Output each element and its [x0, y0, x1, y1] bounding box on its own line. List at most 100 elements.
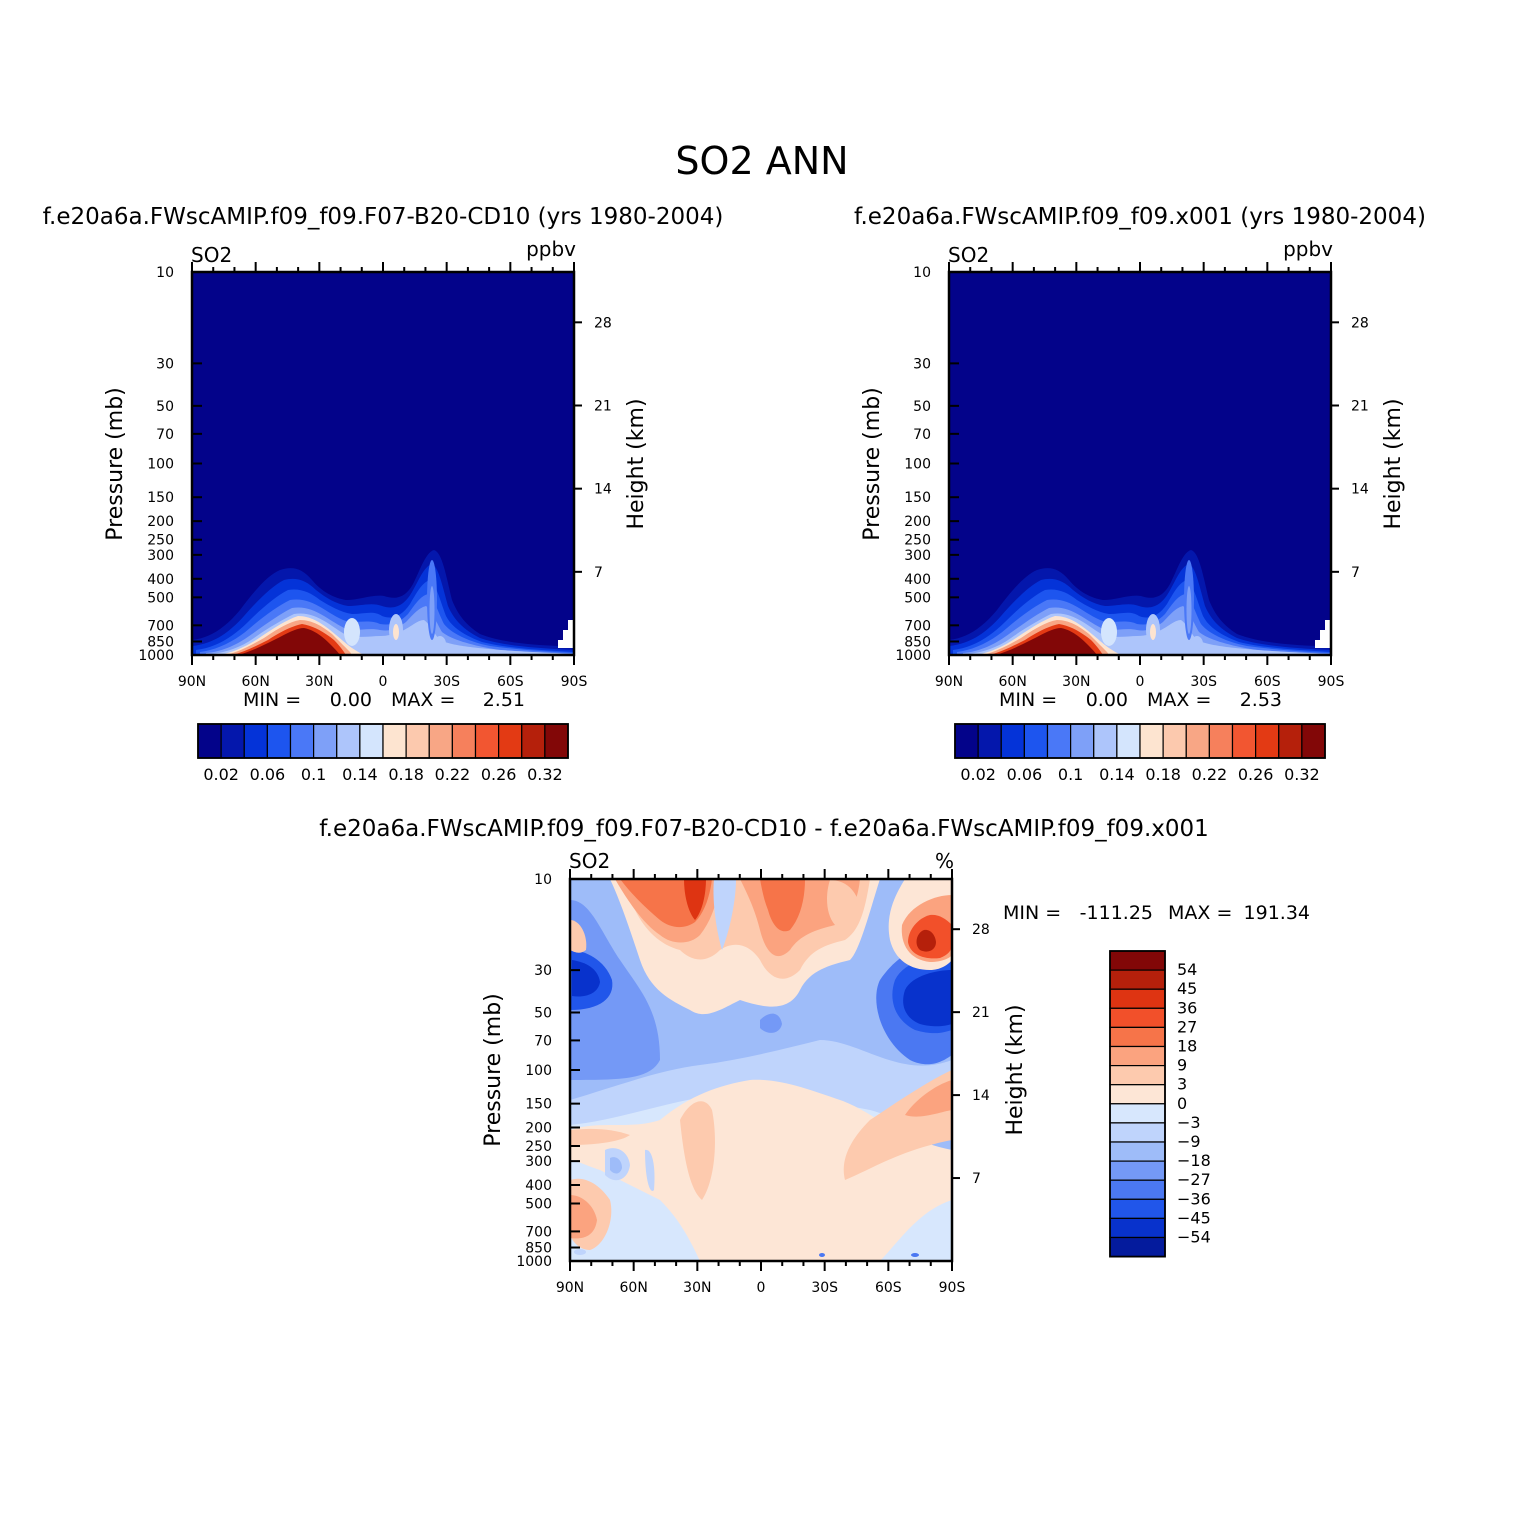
- panel-b-blob-4: [1186, 586, 1192, 634]
- panel-a-xtick-label-4: 30S: [433, 674, 460, 690]
- panel-c-colorbar-label-1: 45: [1177, 979, 1197, 998]
- panel-a-ytick-label-2: 50: [156, 399, 174, 415]
- panel-c-colorbar-label-2: 36: [1177, 998, 1197, 1017]
- panel-b-colorbar-label-6: 0.26: [1238, 765, 1274, 784]
- panel-a-colorbar-label-1: 0.06: [250, 765, 286, 784]
- panel-b-blob-2: [1150, 624, 1156, 640]
- panel-c-colorbar-label-0: 54: [1177, 960, 1197, 979]
- panel-a-min-label: MIN =: [243, 689, 301, 711]
- panel-a-ytick-label-7: 250: [147, 533, 174, 549]
- panel-a-ytick-label-0: 10: [156, 265, 174, 281]
- panel-c-colorbar-box-6: [1109, 1064, 1166, 1086]
- panel-c-blue-streak-3: [645, 1149, 655, 1191]
- panel-b-colorbar-box-1: [977, 723, 1002, 759]
- panel-a-ytick-label-11: 700: [147, 618, 174, 634]
- panel-a-colorbar-box-15: [544, 723, 569, 759]
- panel-a-colorbar-label-3: 0.14: [342, 765, 378, 784]
- panel-a-min-value: 0.00: [330, 689, 372, 711]
- panel-c-colorbar-label-14: −54: [1177, 1228, 1211, 1247]
- panel-b-ytick-label-6: 200: [904, 514, 931, 530]
- panel-b-ytick-label-10: 500: [904, 590, 931, 606]
- panel-c-colorbar-box-2: [1109, 988, 1166, 1009]
- panel-c-ticks: [569, 869, 960, 1271]
- panel-a-field: [192, 272, 574, 655]
- panel-a-missing-corner: [558, 620, 574, 648]
- panel-b-ytick-right-label-2: 14: [1351, 482, 1369, 498]
- panel-a-ytick-label-1: 30: [156, 356, 174, 372]
- panel-b-ytick-label-5: 150: [904, 490, 931, 506]
- panel-c-colorbar-label-4: 18: [1177, 1037, 1197, 1056]
- panel-b-ytick-right-label-1: 21: [1351, 398, 1369, 414]
- panel-c-ytick-label-3: 70: [534, 1033, 552, 1049]
- panel-b-ytick-label-7: 250: [904, 533, 931, 549]
- panel-c-colorbar-box-11: [1109, 1160, 1166, 1181]
- panel-b-field: [949, 272, 1331, 655]
- panel-b-colorbar-box-12: [1231, 723, 1257, 759]
- panel-b-colorbar-box-3: [1023, 723, 1049, 759]
- panel-a-units: ppbv: [526, 237, 576, 261]
- panel-b-max-label: MAX =: [1147, 689, 1211, 711]
- panel-c-colorbar-label-6: 3: [1177, 1075, 1187, 1094]
- panel-b-title: f.e20a6a.FWscAMIP.f09_f09.x001 (yrs 1980…: [854, 204, 1426, 230]
- panel-c-xtick-label-1: 60N: [620, 1280, 648, 1296]
- panel-b-ytick-right-label-3: 7: [1351, 565, 1360, 581]
- panel-b-colorbar-box-7: [1116, 723, 1141, 759]
- panel-a-colorbar-box-0: [197, 723, 222, 759]
- panel-a-ytick-label-8: 300: [147, 548, 174, 564]
- panel-b-labels: 90N 60N 30N 0 30S 60S 90S 10 30 50 70 100 150 200 2503…: [895, 265, 1369, 690]
- panel-b-colorbar-label-2: 0.1: [1058, 765, 1083, 784]
- panel-a-variable: SO2: [191, 243, 232, 267]
- panel-c-ytick-label-10: 500: [525, 1197, 552, 1213]
- panel-b-ytick-label-12: 850: [904, 634, 931, 650]
- panel-a-ytick-label-6: 200: [147, 514, 174, 530]
- panel-a-colorbar-frame: [197, 723, 569, 759]
- panel-c-colorbar-box-15: [1109, 1236, 1166, 1258]
- panel-b-colorbar-box-6: [1093, 723, 1118, 759]
- panel-a-colorbar-box-9: [405, 723, 430, 759]
- panel-c-colorbar-box-10: [1109, 1141, 1166, 1162]
- panel-a-xtick-label-1: 60N: [242, 674, 270, 690]
- panel-b-colorbar-box-10: [1185, 723, 1210, 759]
- panel-b-colorbar-box-9: [1162, 723, 1187, 759]
- panel-c-colorbar-box-13: [1109, 1198, 1166, 1220]
- panel-a-colorbar-label-0: 0.02: [203, 765, 239, 784]
- panel-c-blue-streak-2: [610, 1157, 622, 1174]
- panel-b-blob-6: [1191, 636, 1203, 652]
- panel-a-colorbar-label-6: 0.26: [481, 765, 517, 784]
- panel-c-top-red: [684, 879, 706, 920]
- panel-c-labels: 90N 60N 30N 0 30S 60S 90S 10 30 50 70 100 150 200 2503…: [516, 872, 990, 1296]
- panel-b-ylabel-right: Height (km): [1381, 398, 1406, 529]
- panel-c-speck-2: [911, 1253, 919, 1257]
- panel-a-colorbar-label-7: 0.32: [527, 765, 563, 784]
- panel-a-colorbar-box-13: [498, 723, 523, 759]
- panel-c-colorbar-box-3: [1109, 1007, 1166, 1028]
- panel-a-ytick-label-3: 70: [156, 427, 174, 443]
- panel-c-neg-topcenter: [760, 1013, 782, 1033]
- panel-b-colorbar-label-4: 0.18: [1145, 765, 1181, 784]
- panel-c-colorbar-label-9: −9: [1177, 1132, 1201, 1151]
- panel-c-colorbar-box-12: [1109, 1179, 1166, 1200]
- panel-a-ytick-right-label-1: 21: [594, 398, 612, 414]
- panel-b-colorbar-frame: [954, 723, 1326, 759]
- panel-c-max-label-visible: MAX =: [1168, 902, 1232, 924]
- panel-b-ytick-label-8: 300: [904, 548, 931, 564]
- panel-c-max-value: 191.34: [1244, 902, 1310, 924]
- panel-a-max-value: 2.51: [483, 689, 525, 711]
- panel-a-blob-2: [393, 624, 399, 640]
- panel-c-neg-left-deep: [572, 960, 600, 997]
- panel-c-xtick-label-5: 60S: [875, 1280, 902, 1296]
- panel-a-colorbar-box-5: [313, 723, 338, 759]
- panel-b-colorbar-box-5: [1070, 723, 1095, 759]
- panel-c-xtick-label-6: 90S: [939, 1280, 966, 1296]
- panel-b-ytick-right-label-0: 28: [1351, 315, 1369, 331]
- panel-c-colorbar-box-0: [1109, 950, 1166, 971]
- panel-b-colorbar-label-3: 0.14: [1099, 765, 1135, 784]
- panel-b-colorbar-box-15: [1301, 723, 1326, 759]
- panel-a-ytick-right-label-2: 14: [594, 482, 612, 498]
- panel-a-xtick-label-3: 0: [379, 674, 388, 690]
- panel-c-ytick-label-2: 50: [534, 1006, 552, 1022]
- panel-b-colorbar: 0.02 0.06 0.1 0.14 0.18 0.22 0.26 0.32: [954, 723, 1326, 784]
- panel-c-speck-3: [574, 1249, 586, 1255]
- panel-a-colorbar-label-5: 0.22: [435, 765, 471, 784]
